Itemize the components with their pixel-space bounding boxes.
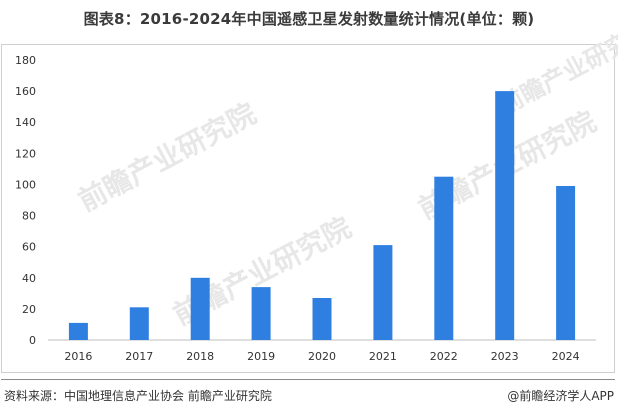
bar-2023 xyxy=(495,91,515,340)
x-tick-label-2019: 2019 xyxy=(247,350,275,363)
y-tick-label-160: 160 xyxy=(15,85,36,98)
y-tick-label-60: 60 xyxy=(22,241,36,254)
y-tick-label-40: 40 xyxy=(22,272,36,285)
footer-rule xyxy=(1,379,615,380)
y-tick-label-0: 0 xyxy=(29,334,36,347)
chart-title: 图表8：2016-2024年中国遥感卫星发射数量统计情况(单位：颗) xyxy=(83,10,535,28)
x-tick-label-2018: 2018 xyxy=(186,350,214,363)
bar-2022 xyxy=(434,176,454,340)
x-tick-label-2021: 2021 xyxy=(369,350,397,363)
chart-frame xyxy=(1,44,615,373)
bar-2024 xyxy=(556,186,576,340)
bar-2018 xyxy=(190,277,210,340)
y-tick-label-140: 140 xyxy=(15,116,36,129)
bar-2020 xyxy=(312,298,332,340)
x-tick-label-2023: 2023 xyxy=(491,350,519,363)
bar-2016 xyxy=(68,322,88,340)
x-tick-label-2022: 2022 xyxy=(430,350,458,363)
y-tick-label-20: 20 xyxy=(22,303,36,316)
x-tick-label-2024: 2024 xyxy=(552,350,580,363)
source-note: 资料来源：中国地理信息产业协会 前瞻产业研究院 xyxy=(4,389,272,403)
y-tick-label-180: 180 xyxy=(15,54,36,67)
x-tick-label-2020: 2020 xyxy=(308,350,336,363)
x-tick-label-2017: 2017 xyxy=(125,350,153,363)
bar-chart: 0 20 40 60 80 100 120 140 160 180 2016 2017 2018 2019… xyxy=(15,54,596,363)
y-tick-label-100: 100 xyxy=(15,178,36,191)
bar-2021 xyxy=(373,245,393,340)
x-tick-label-2016: 2016 xyxy=(64,350,92,363)
y-tick-label-120: 120 xyxy=(15,147,36,160)
bar-2017 xyxy=(129,307,149,340)
brand-credit: @前瞻经济学人APP xyxy=(507,389,614,403)
bar-2019 xyxy=(251,287,271,340)
y-tick-label-80: 80 xyxy=(22,210,36,223)
